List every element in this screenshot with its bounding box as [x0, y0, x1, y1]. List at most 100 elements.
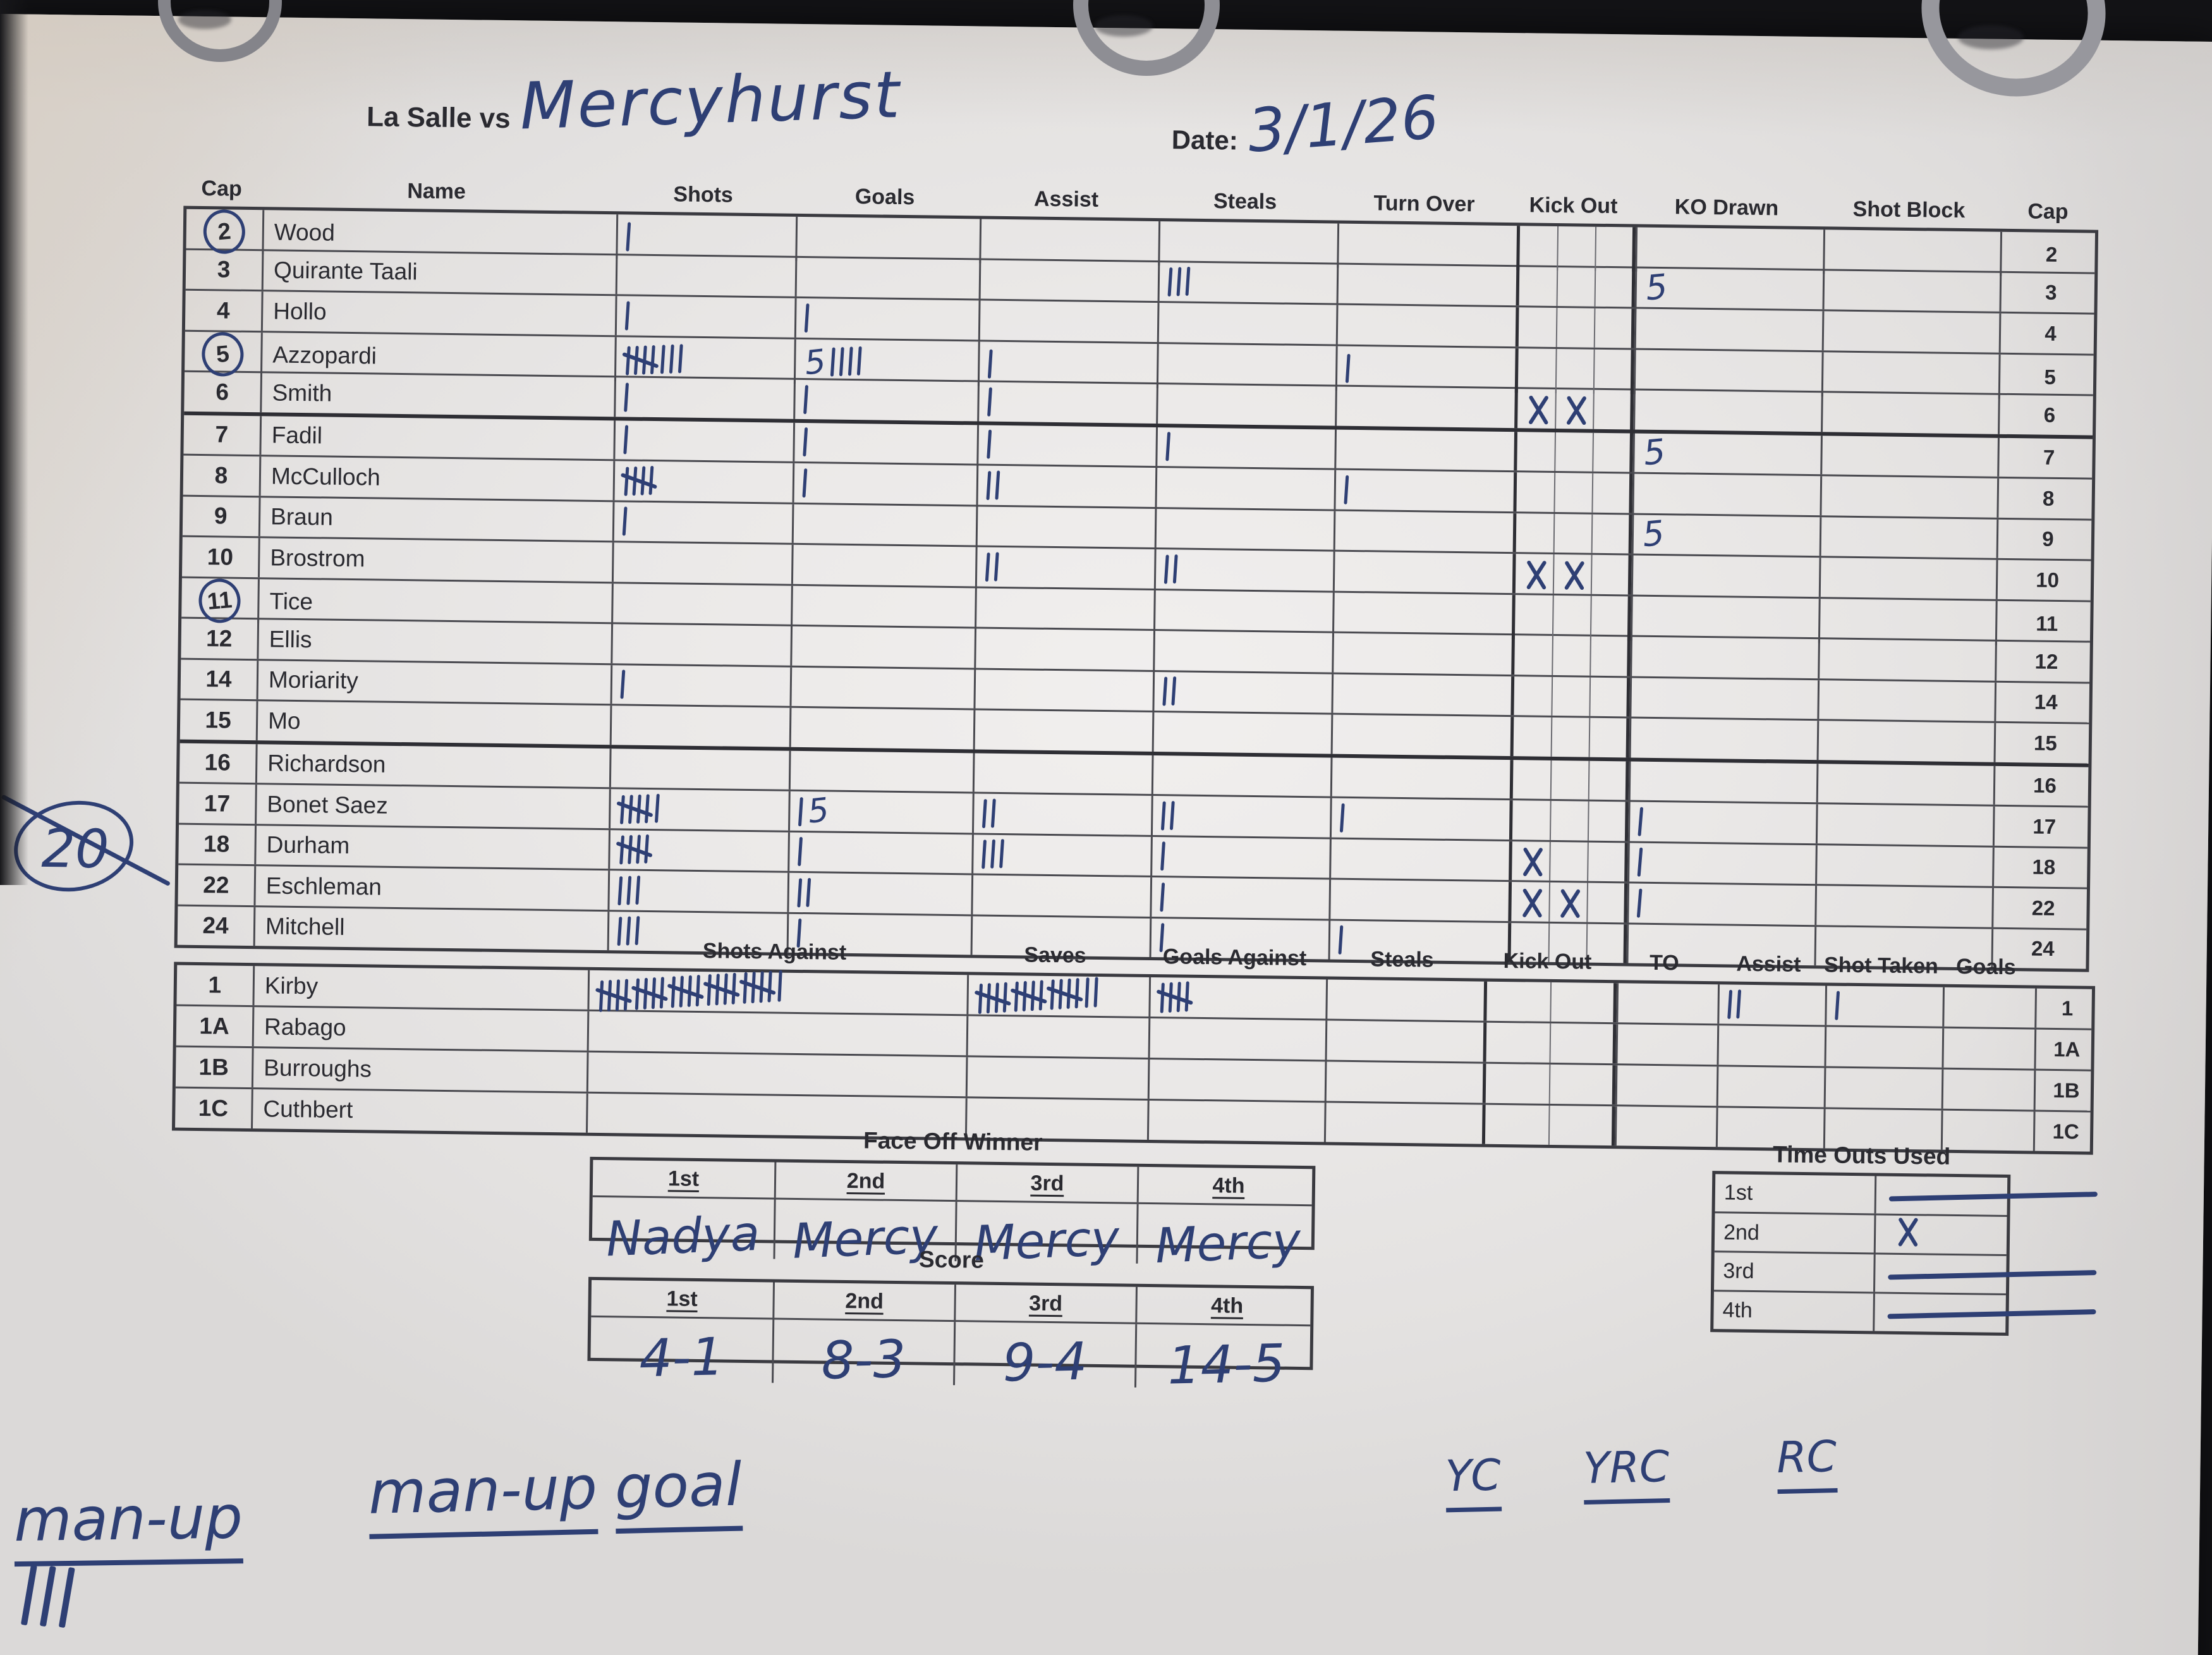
- cell-saves: [965, 1057, 1148, 1099]
- goalie-name-cell: Kirby: [252, 966, 588, 1010]
- tally-marks: [804, 303, 810, 333]
- kick-out-subcells: [1486, 982, 1614, 1023]
- tally-marks: 5: [1641, 431, 1667, 473]
- cell-goals: [790, 585, 975, 632]
- player-name-cell: Eschleman: [253, 866, 609, 910]
- cap-number-cell: 8: [214, 462, 228, 489]
- cap-number-cell: 6: [216, 379, 229, 405]
- cell-steals: [1154, 508, 1334, 550]
- cap-number-right-cell: 15: [1993, 723, 2096, 764]
- tally-marks: [803, 384, 809, 414]
- player-name-cell: Fadil: [259, 415, 614, 460]
- player-name-cell: Smith: [260, 373, 614, 417]
- tally-marks: [981, 839, 1005, 869]
- tally-marks: [1888, 1269, 2097, 1279]
- circled-cap-number: 2: [201, 207, 247, 256]
- period-header-cell: 1st: [591, 1280, 773, 1318]
- handwritten-numeral: 5: [1641, 431, 1667, 473]
- tally-stroke: [619, 835, 625, 865]
- cell-ko-drawn: [1632, 473, 1821, 515]
- kick-out-subcell: [1594, 267, 1632, 307]
- kick-out-subcell: [1516, 513, 1554, 553]
- tally-marks: [623, 425, 629, 455]
- tally-stroke: [767, 970, 772, 1003]
- tally-stroke: [987, 349, 993, 379]
- kick-out-subcell: [1586, 882, 1625, 922]
- circled-cap-number: 5: [200, 330, 246, 378]
- kick-out-subcells: [1516, 513, 1629, 554]
- cell-kick-out: [1481, 1104, 1615, 1146]
- column-header: Steals: [1213, 189, 1277, 214]
- cell-assist: [973, 669, 1153, 711]
- time-out-period-label: 4th: [1722, 1298, 1753, 1322]
- tally-marks: [1160, 800, 1175, 831]
- cell-shot-block: [1822, 270, 2000, 312]
- score-value: 8-3: [820, 1329, 907, 1391]
- value-row: 4-1 8-3 9-4 14-5: [590, 1315, 1317, 1396]
- cell-ko-drawn: [1633, 350, 1822, 396]
- cell-to: [1616, 983, 1718, 1024]
- tally-stroke: [1736, 989, 1742, 1019]
- tally-stroke: [619, 795, 625, 824]
- tally-marks: [798, 837, 803, 867]
- cap-number-right-cell: 1B: [2033, 1070, 2098, 1111]
- time-outs-grid: 1st 2nd 3rd 4th: [1710, 1171, 2098, 1336]
- cell-shot-block: [1820, 435, 1998, 477]
- cap-number-right-cell: 9: [1996, 519, 2098, 559]
- time-outs-title: Time Outs Used: [1772, 1141, 1951, 1169]
- value-row: Nadya Mercy Mercy Mercy: [592, 1195, 1318, 1274]
- player-name-cell: Bonet Saez: [255, 785, 609, 828]
- tally-stroke: [1172, 554, 1178, 583]
- tally-stroke: [803, 427, 808, 457]
- tally-stroke: [635, 978, 640, 1010]
- cell-turn_over: [1328, 879, 1509, 921]
- paper-sheet: La Salle vs Mercyhurst Date: 3/1/26 20 C…: [0, 13, 2212, 1655]
- column-header: Shots: [673, 182, 734, 207]
- kick-out-subcell: [1588, 760, 1626, 800]
- cell-kick-out: [1508, 882, 1628, 922]
- cell-assist: [977, 382, 1157, 424]
- cell-shots: [607, 870, 788, 912]
- tally-stroke: [58, 1566, 75, 1628]
- kick-out-subcell: [1549, 841, 1588, 881]
- cap-number-right-cell: 1C: [2033, 1111, 2097, 1152]
- tally-stroke: [1085, 977, 1090, 1008]
- cell-assist: [979, 219, 1159, 266]
- cell-saves: [966, 975, 1150, 1017]
- tally-stroke: [990, 798, 996, 828]
- cell-kick-out: [1483, 1022, 1617, 1064]
- tally-stroke: [1345, 353, 1351, 383]
- cell-assist: [971, 875, 1151, 917]
- tally-marks: 5: [803, 343, 862, 382]
- column-header: KO Drawn: [1674, 195, 1779, 221]
- column-header: Assist: [1033, 186, 1099, 212]
- period-header: 4th: [1210, 1293, 1244, 1318]
- score-value: 14-5: [1167, 1333, 1286, 1396]
- kick-out-subcell: [1548, 882, 1587, 922]
- tally-stroke: [39, 1565, 56, 1627]
- tally-stroke: [804, 303, 810, 333]
- cell-goals: [794, 298, 979, 339]
- cell-steals: [1325, 1020, 1484, 1062]
- cell-shot_taken: [1823, 1068, 1942, 1109]
- tally-stroke: [707, 974, 712, 1006]
- tally-stroke: [1637, 847, 1643, 877]
- cell-shot-block: [1814, 886, 1993, 927]
- tally-stroke: [987, 429, 992, 460]
- cell-shots: [614, 336, 794, 384]
- cell-shots: [609, 789, 789, 831]
- kick-out-subcell: [1589, 595, 1628, 640]
- cell-shots: [611, 624, 791, 666]
- tally-stroke: [648, 465, 654, 495]
- time-outs-table: 1st 2nd 3rd 4th: [1710, 1171, 2098, 1336]
- score-value: 9-4: [1002, 1331, 1088, 1394]
- tally-stroke: [981, 840, 987, 869]
- cell-goals: [788, 750, 973, 792]
- cell-ko-drawn: [1628, 760, 1817, 803]
- cell-turn_over: [1329, 839, 1509, 881]
- tally-stroke: [1169, 800, 1175, 830]
- cell-to: [1615, 1024, 1718, 1065]
- cell-steals: [1150, 795, 1330, 838]
- cap-number-cell: 11: [181, 577, 258, 625]
- tally-stroke: [1638, 807, 1644, 836]
